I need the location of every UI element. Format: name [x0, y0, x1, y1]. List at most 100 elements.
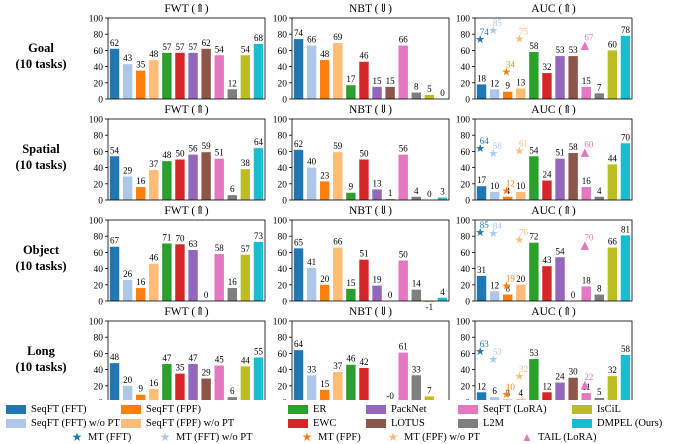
- long-nbt-value-label: -0: [386, 391, 394, 400]
- goal-fwt-ytick-label: 60: [94, 47, 104, 57]
- spatial-auc-value-label: 10: [516, 181, 526, 191]
- goal-auc-value-label: 12: [490, 78, 499, 88]
- long-fwt-ytick-label: 80: [94, 334, 104, 344]
- legend-label: SeqFT (LoRA): [483, 404, 547, 415]
- object-fwt-bar-seqft-lora: [214, 254, 223, 301]
- long-auc-value-label: 4: [519, 388, 524, 398]
- spatial-auc-value-label: 58: [569, 142, 579, 152]
- spatial-auc-value-label: 51: [556, 148, 565, 158]
- star-icon: ★: [386, 431, 400, 443]
- object-auc-marker-label: 76: [519, 227, 529, 237]
- goal-nbt-ytick-label: 0: [282, 96, 287, 106]
- long-auc-bar-iscil: [608, 376, 617, 400]
- object-fwt-bar-l2m: [228, 288, 237, 301]
- object-auc-bar-l2m: [595, 295, 604, 301]
- object-nbt-bar-seqft-lora: [398, 261, 407, 302]
- object-auc-value-label: 31: [477, 265, 486, 275]
- goal-nbt-value-label: 46: [359, 51, 369, 61]
- spatial-auc-value-label: 24: [542, 170, 552, 180]
- object-fwt-ytick-label: 0: [98, 298, 103, 308]
- object-nbt-ytick-label: 60: [278, 249, 288, 259]
- goal-nbt-bar-er: [346, 85, 355, 99]
- spatial-nbt-value-label: 9: [349, 182, 354, 192]
- object-nbt-bar-seqft-fft: [294, 248, 303, 301]
- object-fwt-bar-dmpel-ours: [254, 242, 263, 301]
- goal-auc-ytick-label: 100: [456, 15, 471, 25]
- spatial-fwt-ytick-label: 60: [94, 148, 104, 158]
- legend-seqft-lora: SeqFT (LoRA): [458, 404, 547, 415]
- spatial-nbt-value-label: 50: [359, 149, 369, 159]
- long-auc-marker-label: 10: [506, 382, 516, 392]
- long-nbt-bar-er: [346, 365, 355, 400]
- object-nbt-title: NBT (⇓): [349, 205, 392, 217]
- row-label-spatial-text: Spatial: [0, 141, 82, 157]
- goal-fwt-value-label: 68: [254, 33, 264, 43]
- spatial-nbt-bar-seqft-fft: [294, 150, 303, 200]
- long-fwt-value-label: 44: [241, 355, 251, 365]
- long-auc-bar-seqft-fft: [477, 392, 486, 400]
- long-fwt-ytick-label: 20: [94, 382, 104, 392]
- legend-packnet: PackNet: [366, 404, 427, 415]
- goal-fwt-ytick-label: 20: [94, 79, 104, 89]
- spatial-auc-bar-dmpel-ours: [621, 143, 630, 200]
- object-fwt-value-label: 26: [123, 269, 133, 279]
- object-fwt-value-label: 46: [149, 253, 159, 263]
- spatial-auc-value-label: 4: [597, 186, 602, 196]
- object-nbt-ytick-label: 40: [278, 265, 288, 275]
- legend-swatch: [572, 419, 592, 428]
- long-nbt-bar-ewc: [359, 368, 368, 400]
- object-auc-bar-iscil: [608, 248, 617, 301]
- long-fwt-ytick-label: 40: [94, 366, 104, 376]
- triangle-icon: ▲: [520, 431, 534, 443]
- spatial-fwt-bar-seqft-lora: [214, 159, 223, 200]
- object-auc-value-label: 0: [571, 290, 576, 300]
- long-nbt-bar-seqft-fpf: [320, 390, 329, 400]
- goal-fwt-ytick-label: 80: [94, 31, 104, 41]
- goal-auc-value-label: 53: [556, 45, 566, 55]
- spatial-fwt-bar-packnet: [188, 155, 197, 200]
- long-auc-marker-label: 22: [584, 372, 593, 382]
- row-label-long-count: (10 tasks): [0, 359, 82, 375]
- spatial-fwt-value-label: 38: [241, 158, 251, 168]
- long-auc-marker-label: 53: [493, 347, 503, 357]
- goal-auc-value-label: 13: [516, 77, 526, 87]
- goal-fwt-value-label: 54: [241, 44, 251, 54]
- star-icon: ★: [70, 431, 84, 443]
- object-auc-bar-seqft-lora: [581, 286, 590, 301]
- object-fwt-bar-seqft-fpf-w-o-pt: [149, 264, 158, 301]
- object-auc-ytick-label: 40: [461, 265, 471, 275]
- spatial-auc-bar-packnet: [555, 159, 564, 200]
- spatial-nbt-bar-packnet: [372, 189, 381, 200]
- row-label-goal-text: Goal: [0, 40, 82, 56]
- object-nbt-value-label: 20: [320, 274, 330, 284]
- legend-mt-fft: ★MT (FFT): [70, 431, 131, 443]
- spatial-nbt-bar-seqft-lora: [398, 155, 407, 200]
- long-fwt-ytick-label: 60: [94, 350, 104, 360]
- goal-fwt-value-label: 43: [123, 53, 133, 63]
- goal-auc-value-label: 78: [621, 25, 631, 35]
- goal-nbt-value-label: 69: [333, 32, 343, 42]
- long-nbt-bar-seqft-fft: [294, 350, 303, 400]
- legend-label: IsCiL: [597, 404, 621, 415]
- object-fwt-value-label: 16: [228, 277, 238, 287]
- spatial-auc-bar-lotus: [568, 153, 577, 200]
- long-nbt-bar-l2m: [412, 375, 421, 400]
- goal-nbt-bar-seqft-fpf-w-o-pt: [333, 43, 342, 99]
- goal-auc-bar-seqft-lora: [581, 87, 590, 99]
- long-fwt-bar-ewc: [175, 374, 184, 400]
- long-fwt-value-label: 45: [215, 355, 225, 365]
- legend-ewc: EWC: [288, 418, 336, 429]
- long-auc-bar-ewc: [542, 392, 551, 400]
- long-fwt-value-label: 55: [254, 346, 264, 356]
- long-nbt-bar-seqft-fft-w-o-pt: [307, 375, 316, 400]
- object-fwt-value-label: 73: [254, 231, 264, 241]
- spatial-nbt-ytick-label: 80: [278, 132, 288, 142]
- spatial-auc-marker-label: 61: [519, 139, 528, 149]
- goal-fwt-ytick-label: 0: [98, 96, 103, 106]
- goal-fwt-value-label: 12: [228, 78, 237, 88]
- object-fwt-bar-er: [162, 243, 171, 301]
- goal-auc-value-label: 60: [608, 39, 618, 49]
- goal-nbt-value-label: 15: [373, 76, 383, 86]
- object-fwt-ytick-label: 80: [94, 233, 104, 243]
- legend-seqft-fpf-wo-pt: SeqFT (FPF) w/o PT: [121, 418, 234, 429]
